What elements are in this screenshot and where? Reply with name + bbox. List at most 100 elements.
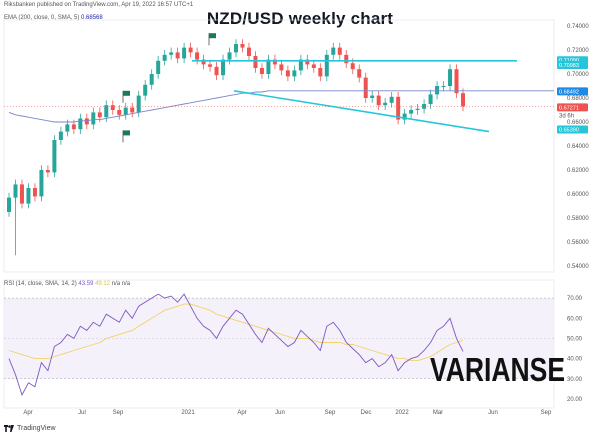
candle-body	[162, 54, 167, 61]
candle-body	[415, 108, 420, 110]
time-axis-tick: Sep	[325, 410, 336, 416]
candle-body	[143, 84, 148, 96]
candle-body	[136, 95, 141, 113]
rsi-legend-extra: n/a n/a	[111, 281, 131, 287]
rsi-legend: RSI (14, close, SMA, 14, 2) 43.59 49.12 …	[4, 281, 130, 287]
price-axis-tick: 0.66000	[567, 120, 589, 126]
time-axis-tick: Jun	[275, 410, 285, 416]
price-label-badge	[557, 61, 588, 69]
variance-watermark: VARIANSE	[430, 351, 565, 388]
flag-marker	[209, 33, 216, 39]
candle-body	[344, 54, 349, 64]
candle-body	[149, 74, 154, 85]
candle-body	[272, 59, 277, 65]
candle-body	[357, 69, 362, 78]
price-axis-tick: 0.68000	[567, 96, 589, 102]
candle-body	[234, 44, 238, 53]
price-axis-tick: 0.74000	[567, 24, 589, 30]
candle-body	[195, 52, 200, 60]
candle-body	[409, 110, 414, 114]
candle-body	[26, 188, 31, 204]
candle-body	[253, 56, 258, 68]
candle-body	[214, 66, 219, 76]
time-axis-tick: Jun	[488, 410, 498, 416]
countdown-label: 3d 6h	[559, 113, 574, 119]
candle-body	[188, 47, 193, 53]
price-label-badge	[557, 125, 588, 134]
flag-marker	[123, 90, 130, 96]
candle-body	[117, 110, 122, 115]
tradingview-logo[interactable]: TradingView	[4, 425, 56, 432]
candle-body	[182, 47, 187, 59]
time-axis-tick: Sep	[541, 410, 552, 416]
price-axis-tick: 0.70000	[567, 72, 589, 78]
candle-body	[324, 54, 329, 77]
candle-body	[454, 69, 459, 94]
time-axis-tick: Sep	[113, 410, 124, 416]
time-axis-tick: Apr	[237, 410, 246, 416]
candle-body	[156, 60, 161, 74]
candle-body	[246, 47, 251, 56]
price-axis-tick: 0.64000	[567, 144, 589, 150]
price-label-value: 0.67271	[559, 105, 579, 111]
candle-body	[201, 59, 206, 65]
candle-body	[318, 68, 323, 77]
candle-body	[58, 131, 63, 140]
candle-body	[435, 86, 440, 95]
price-label-badge	[557, 103, 588, 112]
price-axis-tick: 0.72000	[567, 48, 589, 54]
candle-body	[370, 95, 375, 98]
rsi-legend-value: 43.59	[78, 281, 94, 287]
candle-body	[130, 107, 135, 113]
rsi-axis-tick: 70.00	[567, 296, 583, 302]
candle-body	[32, 188, 37, 197]
candle-body	[104, 105, 109, 118]
candle-body	[71, 124, 76, 130]
candle-body	[279, 64, 284, 71]
ema200-line	[8, 90, 554, 123]
candle-body	[227, 52, 232, 60]
time-axis-tick: Jul	[78, 410, 86, 416]
chart-title: NZD/USD weekly chart	[206, 9, 394, 28]
tradingview-label: TradingView	[17, 425, 56, 432]
support-trendline	[233, 90, 490, 133]
price-axis-tick: 0.58000	[567, 216, 589, 222]
candle-body	[285, 70, 290, 77]
candle-body	[448, 69, 453, 86]
flag-marker	[123, 130, 130, 136]
candle-body	[7, 197, 11, 212]
candle-body	[337, 47, 342, 55]
candle-body	[389, 96, 394, 103]
rsi-ma-legend-value: 49.12	[95, 281, 111, 287]
price-label-value: 0.68492	[559, 89, 579, 95]
price-axis-tick: 0.56000	[567, 240, 589, 246]
candle-body	[305, 59, 310, 65]
ema-legend-value: 0.68568	[81, 15, 103, 21]
candle-body	[208, 64, 213, 67]
candle-body	[292, 70, 297, 77]
candle-body	[331, 47, 336, 55]
rsi-axis-tick: 40.00	[567, 357, 583, 363]
price-label-badge	[557, 87, 588, 96]
candle-body	[396, 96, 401, 120]
candle-body	[110, 105, 115, 110]
rsi-axis-tick: 30.00	[567, 377, 583, 383]
candle-body	[19, 184, 24, 204]
time-axis-tick: 2021	[181, 410, 195, 416]
candle-body	[311, 64, 316, 68]
candle-body	[402, 113, 407, 120]
candle-body	[383, 102, 388, 106]
candle-body	[350, 63, 355, 70]
candle-body	[169, 52, 174, 55]
time-axis-tick: 2022	[395, 410, 409, 416]
rsi-line	[8, 293, 464, 397]
candle-body	[78, 118, 83, 130]
tradingview-icon	[4, 425, 14, 432]
price-label-value: 0.65390	[559, 127, 579, 133]
candle-body	[97, 112, 102, 118]
candle-body	[45, 170, 50, 173]
candle-body	[259, 68, 264, 74]
candle-body	[363, 77, 368, 98]
candle-body	[221, 59, 226, 76]
